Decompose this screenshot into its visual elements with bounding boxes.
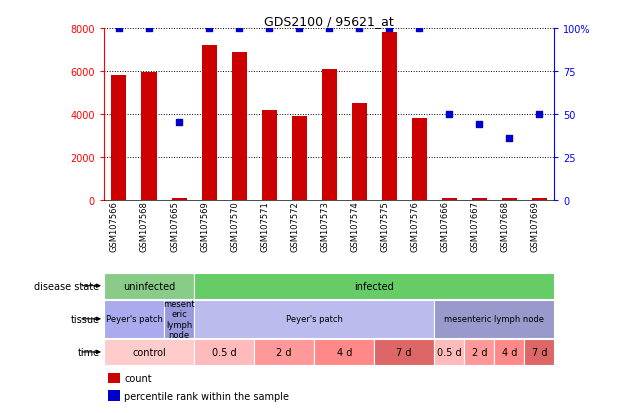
Bar [104,339,194,365]
Point [354,26,364,32]
Text: tissue: tissue [71,314,100,324]
Point [324,26,334,32]
Text: GSM107665: GSM107665 [170,200,179,251]
Bar [374,339,434,365]
Text: time: time [77,347,100,357]
Text: GSM107569: GSM107569 [200,200,209,251]
Point [204,26,214,32]
Bar [352,104,367,200]
Bar [261,110,277,200]
Bar [108,373,120,383]
Text: 4 d: 4 d [336,347,352,357]
Point [114,26,124,32]
Text: 2 d: 2 d [472,347,487,357]
Bar [502,198,517,200]
Bar [104,300,164,338]
Text: GSM107576: GSM107576 [410,200,420,251]
Bar [434,300,554,338]
Text: percentile rank within the sample: percentile rank within the sample [124,391,289,401]
Bar [472,198,487,200]
Text: GSM107568: GSM107568 [140,200,149,251]
Bar [532,198,547,200]
Text: GSM107669: GSM107669 [530,200,539,251]
Bar [232,52,246,200]
Point [294,26,304,32]
Bar [194,339,254,365]
Text: 0.5 d: 0.5 d [212,347,236,357]
Point [534,111,544,118]
Point [234,26,244,32]
Bar [382,33,397,200]
Point [474,121,484,128]
Text: control: control [132,347,166,357]
Text: Peyer's patch: Peyer's patch [286,315,343,323]
Point [144,26,154,32]
Text: GSM107566: GSM107566 [110,200,119,251]
Text: Peyer's patch: Peyer's patch [106,315,163,323]
Text: GSM107666: GSM107666 [440,200,449,251]
Text: GSM107570: GSM107570 [230,200,239,251]
Text: count: count [124,373,152,383]
Text: GSM107573: GSM107573 [320,200,329,251]
Bar [142,73,156,200]
Bar [194,273,554,299]
Bar [464,339,495,365]
Bar [254,339,314,365]
Point [384,26,394,32]
Bar [322,70,336,200]
Bar [108,390,120,401]
Text: mesenteric lymph node: mesenteric lymph node [444,315,544,323]
Text: GSM107572: GSM107572 [290,200,299,251]
Bar [314,339,374,365]
Point [444,111,454,118]
Bar [434,339,464,365]
Text: GSM107575: GSM107575 [381,200,389,251]
Text: 0.5 d: 0.5 d [437,347,462,357]
Bar [495,339,524,365]
Text: GSM107667: GSM107667 [471,200,479,251]
Text: GSM107571: GSM107571 [260,200,269,251]
Bar [112,76,127,200]
Text: 7 d: 7 d [396,347,412,357]
Bar [442,198,457,200]
Text: 2 d: 2 d [277,347,292,357]
Text: 7 d: 7 d [532,347,547,357]
Point [415,26,425,32]
Text: infected: infected [354,281,394,291]
Bar [104,273,194,299]
Text: GSM107668: GSM107668 [500,200,509,251]
Bar [202,46,217,200]
Text: uninfected: uninfected [123,281,175,291]
Point [174,120,184,126]
Text: 4 d: 4 d [501,347,517,357]
Bar [292,117,307,200]
Point [264,26,274,32]
Text: mesent
eric
lymph
node: mesent eric lymph node [163,299,195,339]
Bar [194,300,434,338]
Bar [412,119,427,200]
Title: GDS2100 / 95621_at: GDS2100 / 95621_at [265,15,394,28]
Bar [524,339,554,365]
Text: disease state: disease state [34,281,100,291]
Point [504,135,514,142]
Bar [164,300,194,338]
Text: GSM107574: GSM107574 [350,200,359,251]
Bar [171,198,186,200]
